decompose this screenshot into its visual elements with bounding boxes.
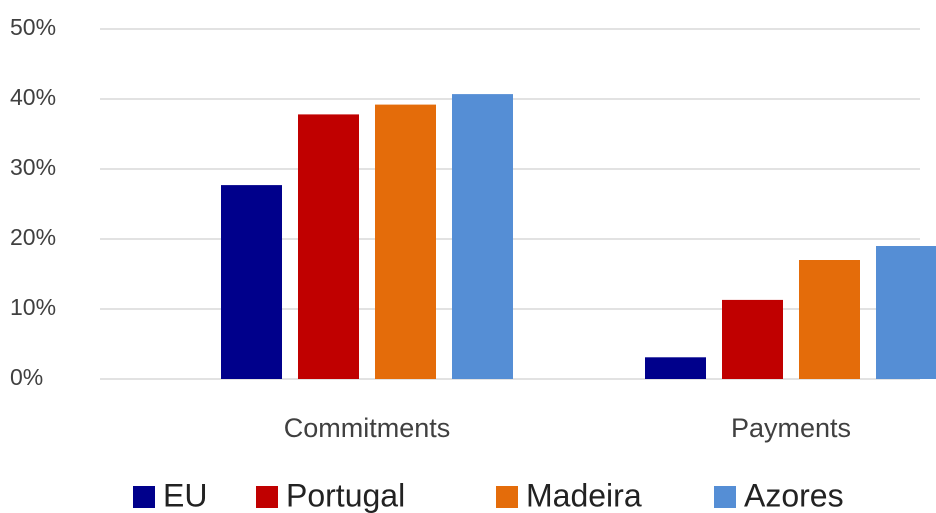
bar (722, 299, 783, 379)
legend-swatch (256, 486, 278, 508)
bar (876, 246, 936, 379)
y-tick-label: 0% (10, 364, 43, 390)
bar (799, 260, 860, 379)
legend-label: Portugal (286, 477, 405, 513)
legend-label: Azores (744, 477, 844, 513)
bar (452, 94, 513, 379)
y-tick-label: 40% (10, 84, 56, 110)
x-tick-label: Payments (731, 413, 851, 443)
legend-label: Madeira (526, 477, 642, 513)
y-tick-label: 10% (10, 294, 56, 320)
bar (375, 104, 436, 379)
legend-label: EU (163, 477, 207, 513)
bar (221, 185, 282, 379)
x-tick-label: Commitments (284, 413, 451, 443)
legend-swatch (714, 486, 736, 508)
legend-swatch (133, 486, 155, 508)
legend-swatch (496, 486, 518, 508)
y-tick-label: 30% (10, 154, 56, 180)
bar (645, 357, 706, 379)
y-tick-label: 20% (10, 224, 56, 250)
y-tick-label: 50% (10, 14, 56, 40)
bar (298, 114, 359, 380)
